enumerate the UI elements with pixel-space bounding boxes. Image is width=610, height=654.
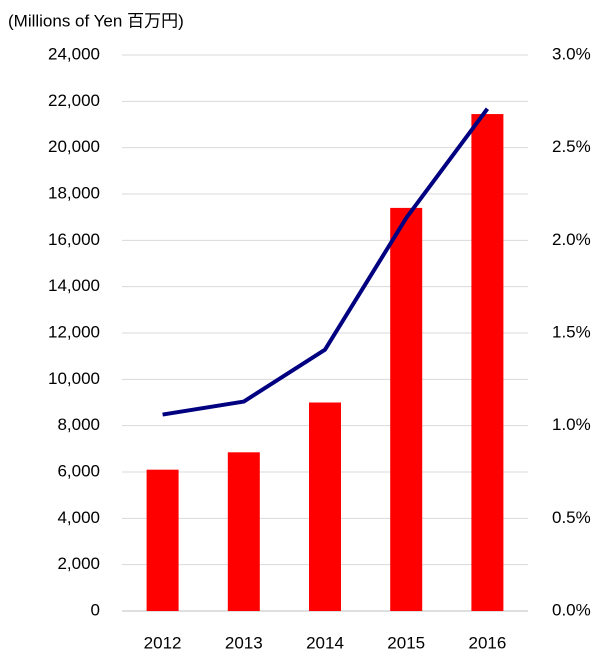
y-tick-label: 4,000: [57, 508, 100, 527]
y-tick-label: 16,000: [48, 230, 100, 249]
y2-tick-label: 0.0%: [552, 600, 591, 619]
bar: [227, 452, 260, 611]
y2-tick-label: 1.5%: [552, 322, 591, 341]
chart-title: (Millions of Yen 百万円): [8, 11, 184, 30]
y-tick-label: 14,000: [48, 276, 100, 295]
y2-tick-label: 2.5%: [552, 137, 591, 156]
x-tick-label: 2014: [306, 633, 344, 652]
y2-tick-label: 1.0%: [552, 415, 591, 434]
y2-tick-label: 0.5%: [552, 508, 591, 527]
y-tick-label: 24,000: [48, 44, 100, 63]
bar: [309, 402, 341, 611]
y-tick-label: 22,000: [48, 91, 100, 110]
y-tick-label: 10,000: [48, 369, 100, 388]
x-tick-label: 2013: [225, 633, 263, 652]
y-tick-label: 6,000: [57, 461, 100, 480]
y-tick-label: 0: [91, 600, 100, 619]
bar: [390, 207, 423, 611]
bar: [146, 469, 179, 611]
x-tick-label: 2016: [468, 633, 506, 652]
y-tick-label: 18,000: [48, 183, 100, 202]
y-tick-label: 2,000: [57, 554, 100, 573]
bar: [471, 114, 504, 611]
x-tick-label: 2012: [144, 633, 182, 652]
line: [162, 107, 490, 417]
x-tick-label: 2015: [387, 633, 425, 652]
y-tick-label: 8,000: [57, 415, 100, 434]
y-tick-label: 12,000: [48, 322, 100, 341]
y-tick-label: 20,000: [48, 137, 100, 156]
y2-tick-label: 3.0%: [552, 44, 591, 63]
y2-tick-label: 2.0%: [552, 230, 591, 249]
